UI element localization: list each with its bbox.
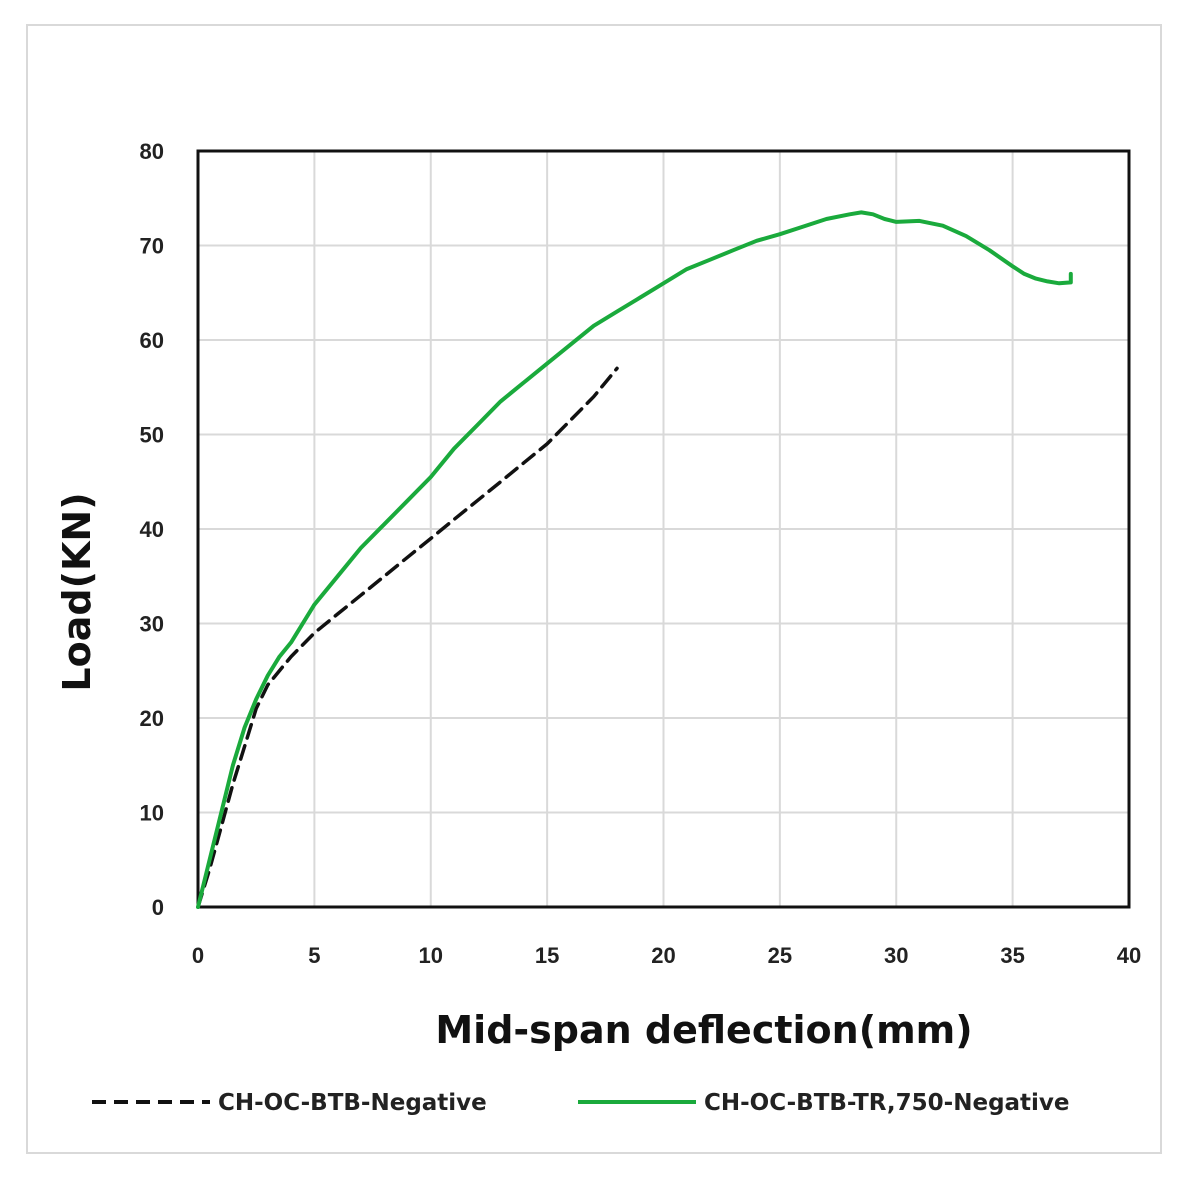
y-tick-label: 0 [152, 895, 164, 920]
legend: CH-OC-BTB-Negative CH-OC-BTB-TR,750-Nega… [92, 1090, 1070, 1116]
y-tick-label: 80 [140, 139, 164, 164]
y-tick-label: 40 [140, 517, 164, 542]
y-tick-label: 20 [140, 706, 164, 731]
x-tick-label: 5 [308, 943, 320, 968]
x-axis-title: Mid-span deflection(mm) [435, 1008, 972, 1052]
x-tick-label: 0 [192, 943, 204, 968]
x-tick-label: 10 [419, 943, 443, 968]
x-tick-label: 30 [884, 943, 908, 968]
y-tick-label: 70 [140, 234, 164, 259]
x-tick-label: 40 [1117, 943, 1141, 968]
y-tick-label: 10 [140, 801, 164, 826]
tick-labels: 0 5 10 15 20 25 30 35 40 0 10 20 30 40 50 60 70 80 [140, 139, 1142, 968]
x-tick-label: 25 [768, 943, 792, 968]
x-tick-label: 20 [651, 943, 675, 968]
x-tick-label: 15 [535, 943, 559, 968]
y-tick-label: 50 [140, 423, 164, 448]
y-axis-title: Load(KN) [55, 492, 99, 691]
y-tick-label: 60 [140, 328, 164, 353]
series-line-tr750 [196, 210, 1073, 909]
x-tick-label: 35 [1000, 943, 1024, 968]
series-lines [196, 210, 1073, 909]
chart-frame [26, 24, 1162, 1154]
legend-label-negative: CH-OC-BTB-Negative [218, 1090, 487, 1116]
plot-area-border [196, 149, 1131, 909]
series-line-negative [196, 366, 619, 909]
y-tick-label: 30 [140, 612, 164, 637]
legend-label-tr750: CH-OC-BTB-TR,750-Negative [704, 1090, 1070, 1116]
grid-lines [197, 150, 1130, 908]
